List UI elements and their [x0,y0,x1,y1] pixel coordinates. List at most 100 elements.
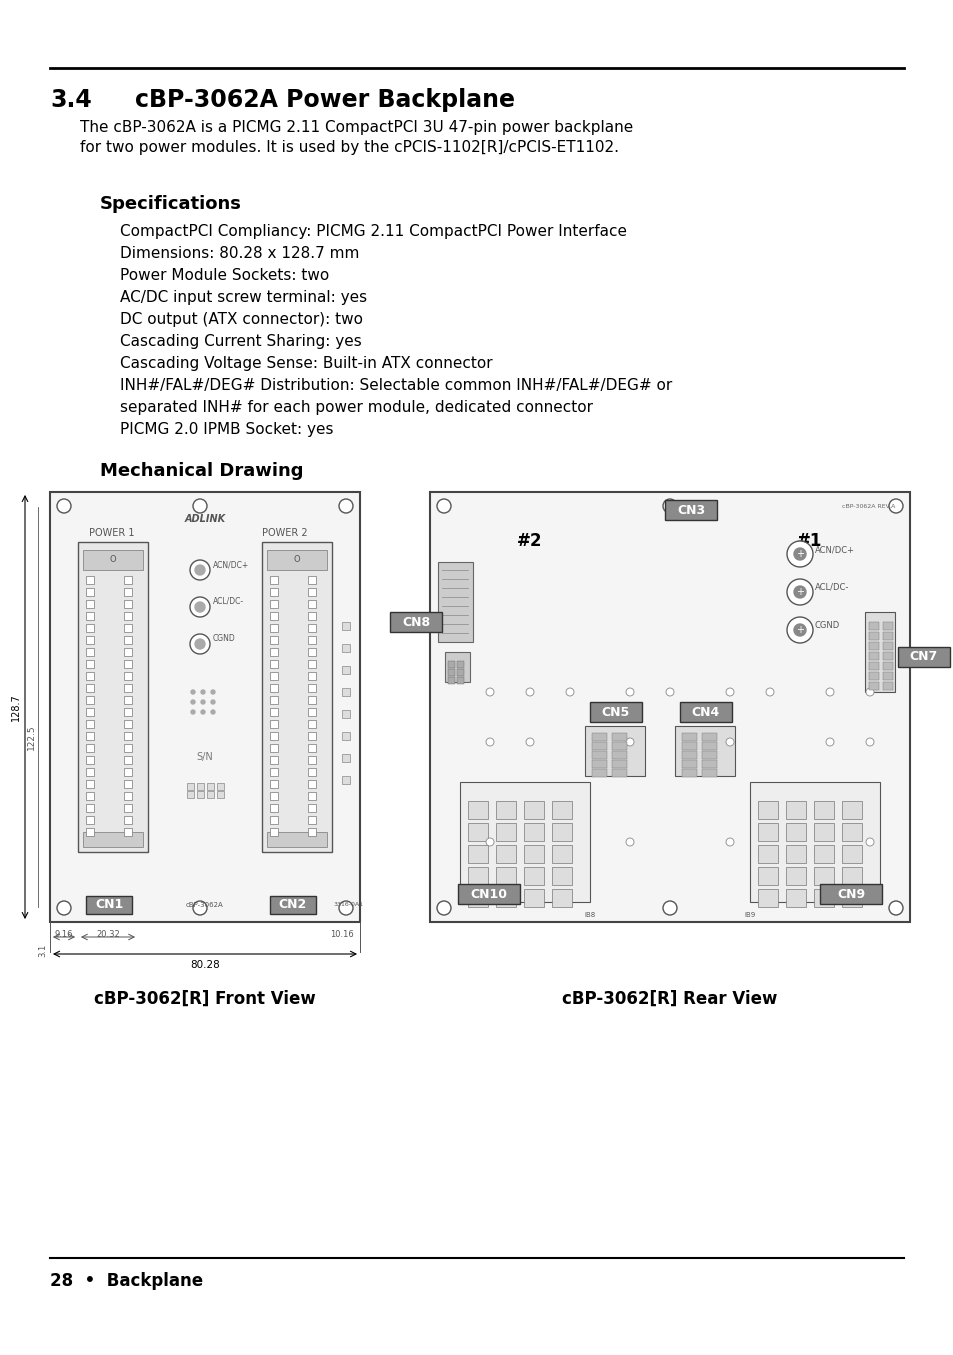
Bar [308,588,315,596]
Bar [813,867,833,885]
FancyBboxPatch shape [270,896,315,915]
Bar [270,709,277,715]
Circle shape [786,579,812,604]
Bar [523,867,543,885]
FancyBboxPatch shape [457,883,519,904]
Circle shape [211,690,214,694]
Bar [308,660,315,668]
Bar [841,801,862,818]
Bar [86,720,94,728]
FancyBboxPatch shape [820,883,882,904]
Bar [841,846,862,863]
Text: CN8: CN8 [401,615,430,629]
Bar [270,793,277,799]
Bar [270,635,277,644]
Bar [86,756,94,764]
Bar [308,756,315,764]
Bar [341,622,350,630]
Bar [86,744,94,752]
Text: 9.16: 9.16 [54,930,73,939]
Bar [267,550,327,570]
Bar [308,816,315,824]
Text: ACL/DC-: ACL/DC- [213,598,244,606]
Circle shape [211,710,214,714]
Bar [864,612,894,692]
Bar [841,889,862,906]
Circle shape [888,901,902,915]
Bar [758,846,778,863]
Bar [444,652,470,682]
Bar [86,816,94,824]
Bar [86,828,94,836]
Bar [270,828,277,836]
Bar [308,720,315,728]
Text: CN3: CN3 [677,504,704,516]
Bar [207,791,213,798]
Text: CN2: CN2 [278,898,307,912]
Bar [86,793,94,799]
Circle shape [865,738,873,747]
Circle shape [193,901,207,915]
Circle shape [662,499,677,514]
Bar [813,889,833,906]
Bar [270,648,277,656]
Bar [681,760,697,768]
Text: CN4: CN4 [691,706,720,718]
Bar [270,660,277,668]
Circle shape [190,634,210,654]
Bar [124,660,132,668]
Text: cBP-3062A Power Backplane: cBP-3062A Power Backplane [135,88,515,112]
Bar [456,661,463,668]
Bar [196,791,204,798]
Bar [270,612,277,621]
Bar [430,492,909,921]
Circle shape [793,585,805,598]
Bar [841,822,862,841]
Text: Power Module Sockets: two: Power Module Sockets: two [120,268,329,283]
Text: #2: #2 [517,533,542,550]
Bar [612,760,626,768]
Bar [592,770,606,776]
Text: PICMG 2.0 IPMB Socket: yes: PICMG 2.0 IPMB Socket: yes [120,421,334,438]
Bar [78,542,148,852]
Bar [124,635,132,644]
Bar [341,667,350,673]
Bar [868,631,878,640]
Text: ACL/DC-: ACL/DC- [814,583,848,592]
Bar [496,822,516,841]
Text: 128.7: 128.7 [11,694,21,721]
FancyBboxPatch shape [589,702,641,722]
Bar [868,622,878,630]
Text: Specifications: Specifications [100,195,242,213]
Bar [216,791,224,798]
Bar [675,726,734,776]
Circle shape [338,499,353,514]
Bar [552,846,572,863]
Bar [308,600,315,608]
Bar [341,753,350,762]
Circle shape [191,701,194,705]
Bar [758,867,778,885]
Bar [270,600,277,608]
Text: CGND: CGND [213,634,235,644]
Bar [270,816,277,824]
Bar [308,780,315,789]
Text: CGND: CGND [814,622,840,630]
Text: +: + [795,587,803,598]
Bar [86,804,94,812]
Bar [882,682,892,690]
Bar [308,709,315,715]
Bar [612,733,626,741]
Text: Mechanical Drawing: Mechanical Drawing [100,462,303,480]
Bar [124,744,132,752]
Text: cBP-3062A REV.A: cBP-3062A REV.A [841,504,894,509]
Circle shape [888,499,902,514]
Bar [267,832,327,847]
Text: CN7: CN7 [909,650,937,664]
Circle shape [865,837,873,846]
Circle shape [525,688,534,696]
Circle shape [793,547,805,560]
Bar [124,625,132,631]
Text: The cBP-3062A is a PICMG 2.11 CompactPCI 3U 47-pin power backplane: The cBP-3062A is a PICMG 2.11 CompactPCI… [80,121,633,136]
Text: 3.1: 3.1 [38,943,47,957]
